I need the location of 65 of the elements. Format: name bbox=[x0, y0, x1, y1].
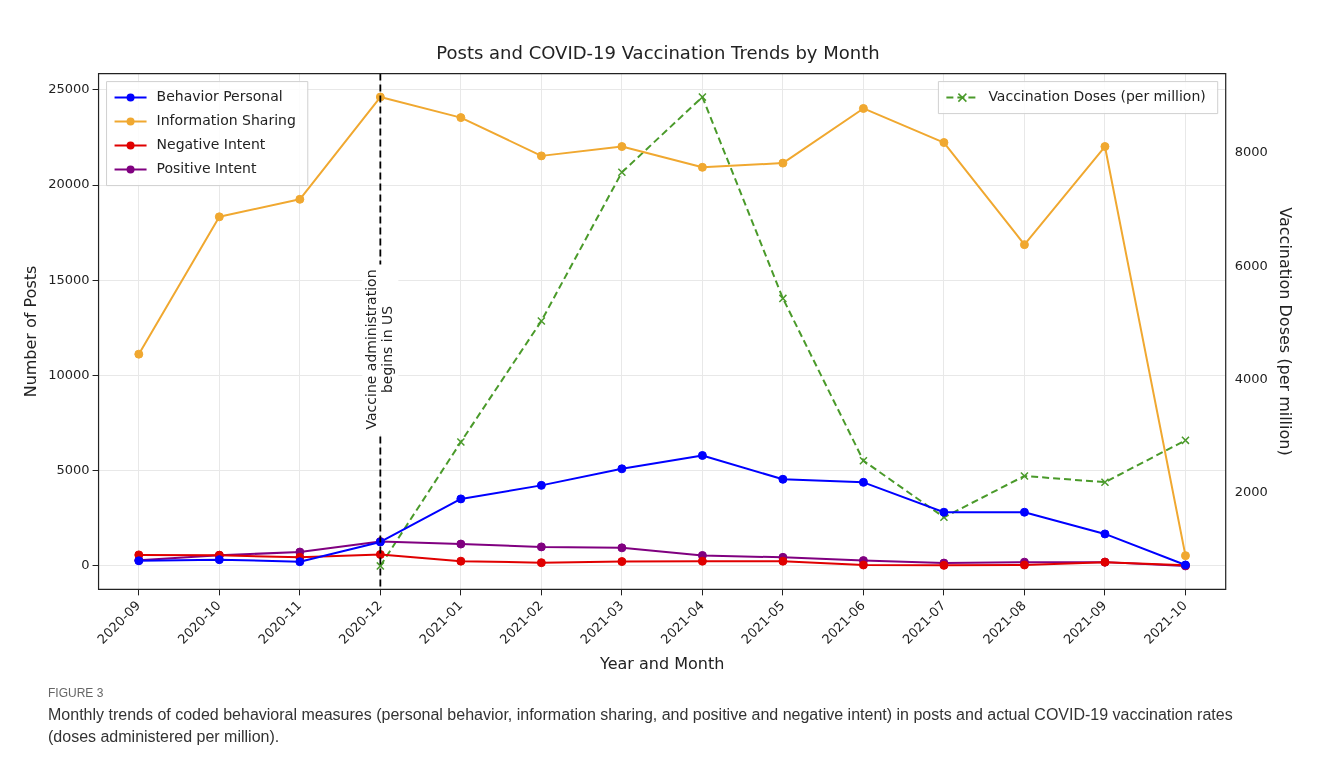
point bbox=[456, 113, 466, 123]
y2-tick-label: 6000 bbox=[1234, 257, 1268, 273]
point bbox=[1019, 240, 1029, 250]
point bbox=[1181, 436, 1190, 445]
y-tick-label: 15000 bbox=[48, 271, 90, 287]
point bbox=[617, 168, 627, 177]
x-axis-title: Year and Month bbox=[598, 653, 725, 673]
point bbox=[1100, 529, 1110, 539]
point bbox=[1100, 142, 1110, 152]
y-tick-label: 25000 bbox=[48, 81, 90, 97]
point bbox=[536, 558, 546, 568]
point bbox=[778, 474, 788, 484]
point bbox=[456, 556, 466, 566]
text: Monthly trends of coded behavioral measures (personal behavior, information sharing, and positive and negative intent) in posts and actual COVID-19 vaccination rates (doses administered per million). bbox=[48, 705, 1234, 747]
legend-label: Behavior Personal bbox=[156, 88, 283, 105]
point bbox=[1020, 471, 1029, 481]
y2-axis-title: Vaccination Doses (per million) bbox=[1276, 207, 1296, 456]
point bbox=[214, 555, 224, 565]
legend-label: Vaccination Doses (per million) bbox=[988, 88, 1206, 105]
point bbox=[617, 464, 627, 474]
y2-tick-label: 8000 bbox=[1234, 144, 1268, 160]
point bbox=[536, 480, 546, 490]
point bbox=[617, 557, 627, 567]
point bbox=[1019, 507, 1029, 517]
point bbox=[939, 507, 949, 517]
y-tick-label: 20000 bbox=[48, 176, 90, 192]
point bbox=[858, 103, 868, 113]
point bbox=[617, 142, 627, 152]
point bbox=[295, 557, 305, 567]
y2-tick-label: 2000 bbox=[1234, 483, 1268, 499]
point bbox=[617, 543, 627, 553]
point bbox=[134, 349, 144, 359]
point bbox=[778, 556, 788, 566]
legend-label: Negative Intent bbox=[156, 136, 266, 153]
point bbox=[456, 494, 466, 504]
y2-tick-label: 4000 bbox=[1234, 370, 1268, 386]
legend-label: Information Sharing bbox=[156, 112, 296, 129]
caption: FIGURE 3 bbox=[48, 686, 105, 700]
point bbox=[939, 138, 949, 148]
point bbox=[536, 542, 546, 552]
y-axis-title: Number of Posts bbox=[20, 265, 40, 398]
point bbox=[858, 560, 868, 570]
point bbox=[456, 437, 466, 447]
chart-title: Posts and COVID-19 Vaccination Trends by Month bbox=[436, 42, 880, 64]
legend-label: Positive Intent bbox=[156, 160, 257, 177]
point bbox=[537, 316, 546, 326]
point bbox=[859, 456, 868, 465]
point bbox=[1100, 477, 1110, 487]
y-tick-label: 0 bbox=[81, 557, 90, 573]
point bbox=[376, 561, 385, 571]
point bbox=[698, 92, 707, 102]
ref-line-label: Vaccine administration begins in US bbox=[362, 269, 395, 430]
y-tick-label: 5000 bbox=[56, 462, 90, 478]
point bbox=[778, 158, 788, 168]
point bbox=[778, 294, 788, 303]
point bbox=[214, 212, 224, 222]
y-tick-label: 10000 bbox=[48, 366, 90, 382]
point bbox=[697, 556, 707, 566]
point bbox=[1180, 551, 1190, 561]
point bbox=[858, 477, 868, 487]
point bbox=[697, 162, 707, 172]
point bbox=[536, 151, 546, 161]
point bbox=[456, 539, 466, 549]
point bbox=[295, 194, 305, 204]
point bbox=[697, 450, 707, 460]
